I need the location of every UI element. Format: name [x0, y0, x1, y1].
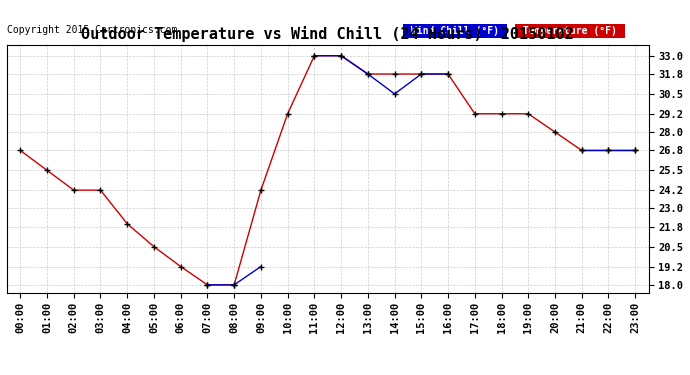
Text: Copyright 2015 Cartronics.com: Copyright 2015 Cartronics.com — [7, 25, 177, 35]
Text: Wind Chill (°F): Wind Chill (°F) — [405, 26, 504, 36]
Title: Outdoor Temperature vs Wind Chill (24 Hours)  20150102: Outdoor Temperature vs Wind Chill (24 Ho… — [81, 27, 574, 42]
Text: Temperature (°F): Temperature (°F) — [517, 26, 623, 36]
